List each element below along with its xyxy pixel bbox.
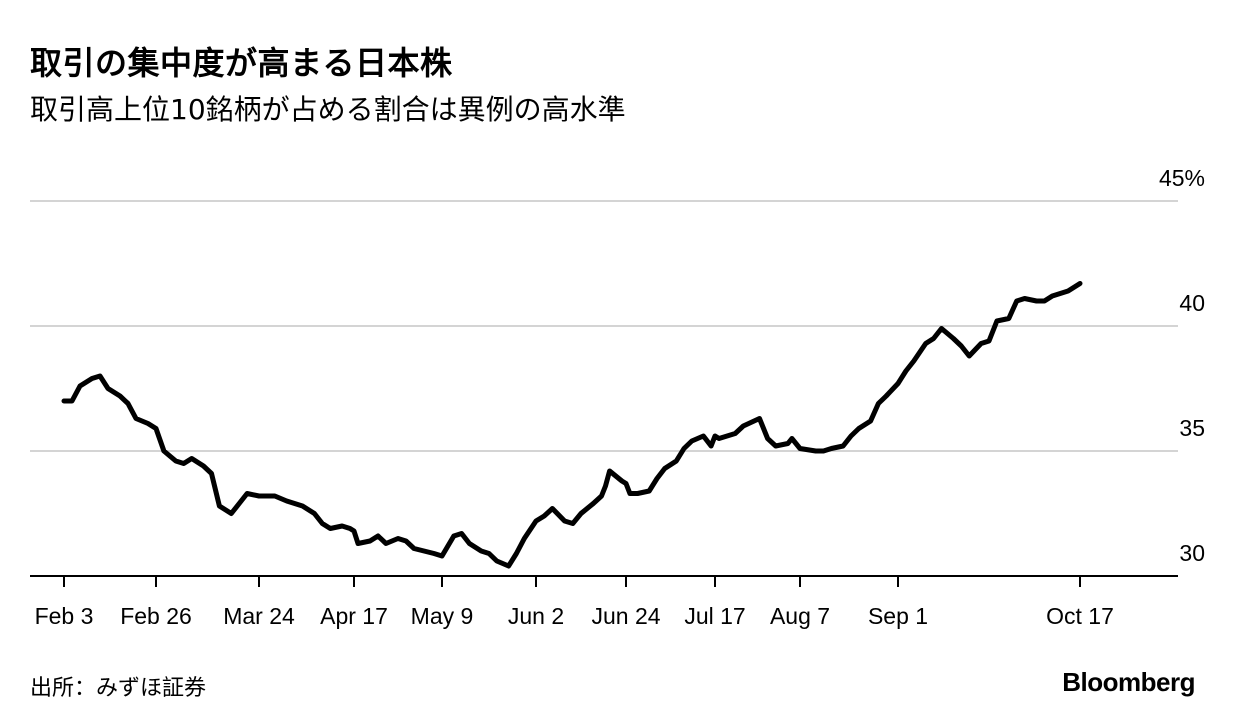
- x-tick-label: Aug 7: [770, 603, 830, 629]
- x-tick-label: Jun 24: [591, 603, 660, 629]
- source-note: 出所：みずほ証券: [30, 676, 207, 701]
- x-tick-label: Jul 17: [684, 603, 745, 629]
- chart-title: 取引の集中度が高まる日本株: [30, 44, 453, 82]
- gridlines: [30, 200, 1178, 452]
- x-tick-label: Oct 17: [1046, 603, 1114, 629]
- x-axis: Feb 3 Feb 26 Mar 24 Apr 17 May 9 Jun 2 Jun 24 J…: [35, 576, 1114, 629]
- x-tick-label: Feb 3: [35, 603, 94, 629]
- x-tick-label: Sep 1: [868, 603, 928, 629]
- bloomberg-logo: Bloomberg: [1062, 667, 1195, 697]
- series-line: [61, 281, 1083, 569]
- y-tick-label: 40: [1179, 290, 1205, 316]
- x-tick-label: Apr 17: [320, 603, 388, 629]
- x-tick-label: Feb 26: [120, 603, 192, 629]
- y-tick-label: 45%: [1159, 165, 1205, 191]
- x-tick-label: May 9: [411, 603, 474, 629]
- x-tick-label: Jun 2: [508, 603, 564, 629]
- x-tick-label: Mar 24: [223, 603, 295, 629]
- y-axis-labels: 45% 40 35 30: [1159, 165, 1205, 566]
- chart-subtitle: 取引高上位10銘柄が占める割合は異例の高水準: [30, 93, 626, 126]
- y-tick-label: 30: [1179, 540, 1205, 566]
- y-tick-label: 35: [1179, 415, 1205, 441]
